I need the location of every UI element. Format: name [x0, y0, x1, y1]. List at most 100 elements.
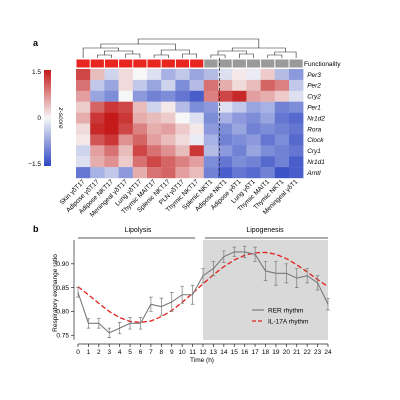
rer-error-bar — [180, 285, 184, 304]
x-tick-label: 20 — [283, 349, 291, 356]
heatmap-cell — [260, 79, 275, 91]
heatmap-cell — [218, 69, 233, 81]
functionality-cell — [218, 59, 232, 68]
heatmap-cell — [289, 112, 304, 124]
heatmap-cell — [132, 79, 148, 91]
dendrogram-link — [182, 53, 197, 58]
heatmap-cell — [246, 69, 261, 81]
heatmap-cell — [189, 134, 204, 146]
heatmap-cell — [76, 79, 91, 91]
rer-error-bar — [107, 327, 112, 338]
rer-error-bar — [201, 268, 205, 284]
heatmap-cell — [260, 69, 275, 81]
gene-label: Arntl — [306, 170, 321, 177]
heatmap-cell — [118, 134, 133, 146]
heatmap-cell — [161, 156, 176, 168]
functionality-cell — [190, 59, 204, 68]
heatmap-cell — [118, 101, 133, 113]
heatmap-cell — [260, 101, 275, 113]
heatmap-cell — [104, 90, 119, 102]
y-tick-label: 0.75 — [56, 333, 69, 340]
phase-label-lipolysis: Lipolysis — [125, 227, 152, 234]
heatmap-cell — [132, 90, 148, 102]
functionality-cell — [147, 59, 161, 68]
x-tick-label: 3 — [107, 349, 111, 356]
x-tick-label: 24 — [324, 349, 332, 356]
rer-error-bar — [294, 268, 299, 288]
rer-error-bar — [117, 322, 122, 335]
heatmap-cell — [147, 145, 162, 157]
heatmap-cell — [274, 90, 290, 102]
heatmap-cell — [189, 79, 204, 91]
heatmap-cell — [76, 134, 91, 146]
heatmap-cell — [218, 90, 233, 102]
rer-error-bar — [76, 287, 80, 298]
dendrogram-link — [153, 54, 169, 58]
heatmap-cell — [274, 167, 290, 179]
heatmap-cell — [218, 134, 233, 146]
heatmap-cell — [104, 112, 119, 124]
functionality-cell — [104, 59, 119, 68]
heatmap — [76, 69, 304, 179]
heatmap-cell — [232, 123, 247, 135]
heatmap-cell — [76, 167, 91, 179]
heatmap-cell — [161, 112, 176, 124]
heatmap-cell — [189, 90, 204, 102]
heatmap-cell — [203, 101, 219, 113]
rer-error-bar — [211, 261, 216, 277]
heatmap-cell — [274, 123, 290, 135]
x-tick-label: 21 — [293, 349, 301, 356]
x-tick-label: 23 — [314, 349, 322, 356]
heatmap-cell — [118, 167, 133, 179]
heatmap-cell — [118, 123, 133, 135]
heatmap-cell — [218, 167, 233, 179]
x-axis-label: Time (h) — [190, 357, 214, 364]
functionality-cell — [133, 59, 147, 68]
heatmap-cell — [203, 79, 219, 91]
heatmap-cell — [132, 101, 148, 113]
gene-label: Clock — [307, 137, 324, 144]
heatmap-cell — [104, 167, 119, 179]
rer-error-bar — [222, 250, 226, 263]
heatmap-cell — [246, 145, 261, 157]
heatmap-cell — [260, 90, 275, 102]
x-tick-label: 0 — [76, 349, 80, 356]
dendrogram-link — [217, 50, 247, 55]
heatmap-cell — [118, 112, 133, 124]
heatmap-cell — [232, 112, 247, 124]
legend-label-rer: RER rhythm — [268, 308, 303, 315]
heatmap-cell — [175, 90, 190, 102]
heatmap-cell — [175, 167, 190, 179]
functionality-cell — [289, 59, 303, 68]
heatmap-cell — [274, 112, 290, 124]
heatmap-cell — [232, 167, 247, 179]
heatmap-cell — [260, 134, 275, 146]
dendrogram-link — [210, 54, 226, 58]
functionality-cell — [90, 59, 104, 68]
heatmap-cell — [175, 145, 190, 157]
heatmap-cell — [161, 145, 176, 157]
x-tick-label: 14 — [220, 349, 228, 356]
heatmap-cell — [76, 101, 91, 113]
x-tick-label: 5 — [128, 349, 132, 356]
heatmap-cell — [132, 123, 148, 135]
heatmap-cell — [232, 145, 247, 157]
x-tick-label: 8 — [160, 349, 164, 356]
rer-error-bar — [232, 246, 237, 258]
heatmap-cell — [203, 90, 219, 102]
rer-error-bar — [326, 298, 330, 311]
heatmap-cell — [175, 123, 190, 135]
y-tick-label: 0.80 — [56, 309, 69, 316]
heatmap-cell — [147, 69, 162, 81]
y-axis-label: Respiratory exchange ratio — [52, 254, 59, 332]
rer-error-bar — [128, 317, 132, 330]
rer-plot: 0.750.800.850.900 1 2 3 4 5 6 7 8 9 10 11 12 13 14 15 16… — [56, 240, 332, 356]
dendrogram-link — [267, 54, 283, 58]
heatmap-cell — [289, 79, 304, 91]
heatmap-cell — [289, 156, 304, 168]
colorbar-tick-mid: 0 — [37, 115, 41, 122]
heatmap-cell — [232, 90, 247, 102]
heatmap-cell — [189, 123, 204, 135]
heatmap-cell — [161, 167, 176, 179]
